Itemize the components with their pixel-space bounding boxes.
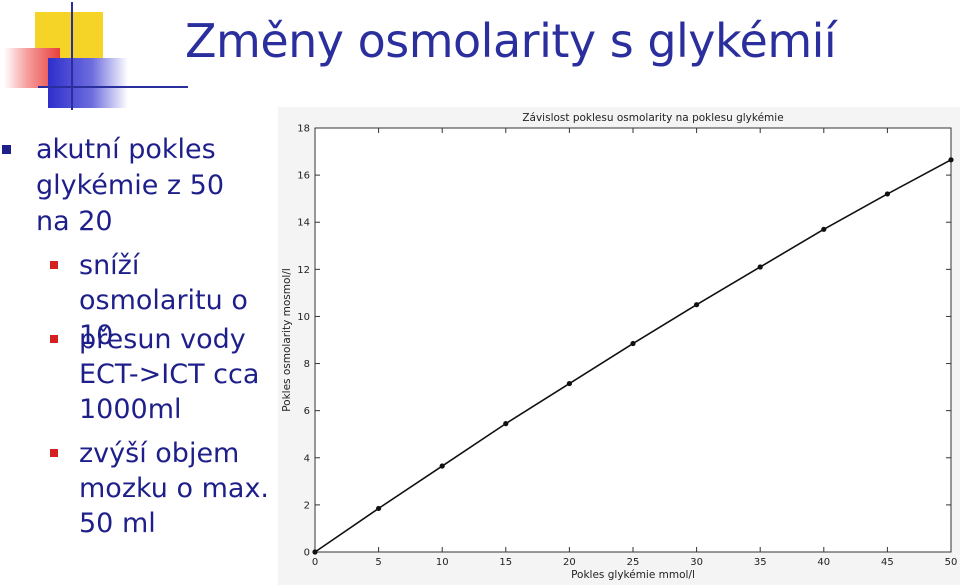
sub-bullet-square-icon [50,261,58,269]
y-axis-label: Pokles osmolarity mosmol/l [281,268,293,412]
sub-bullet-osmolarity: sníží osmolaritu o 10 [0,248,290,353]
line-chart: Závislost poklesu osmolarity na poklesu … [278,107,960,585]
data-point [503,421,509,427]
sub-bullet-text: přesun vody ECT->ICT cca 1000ml [79,324,260,425]
decor-vertical-line [71,2,73,110]
data-point [566,380,572,387]
x-tick-label: 45 [881,557,894,568]
sub-bullet-text: sníží osmolaritu o 10 [79,250,248,351]
plot-area [314,127,952,553]
data-point [312,549,318,555]
x-tick-label: 40 [817,557,830,568]
data-point [694,302,700,308]
x-tick-label: 50 [945,557,958,568]
data-point [376,505,382,512]
sub-bullet-brain-volume: zvýší objem mozku o max. 50 ml [0,436,290,541]
y-tick-label: 2 [304,500,310,511]
x-tick-label: 25 [627,557,640,568]
x-tick-label: 0 [312,557,318,568]
y-tick-label: 12 [297,265,310,276]
bullet-main-text: akutní pokles glykémie z 50 na 20 [36,134,225,237]
y-tick-label: 10 [297,312,310,323]
data-point [884,191,891,197]
y-tick-label: 4 [304,453,310,464]
y-tick-label: 18 [297,124,310,135]
bullet-main: akutní pokles glykémie z 50 na 20 [0,132,265,240]
y-tick-label: 14 [297,218,310,229]
sub-bullet-square-icon [50,335,58,343]
sub-bullet-text: zvýší objem mozku o max. 50 ml [79,438,270,539]
x-axis-label: Pokles glykémie mmol/l [571,569,695,581]
x-tick-label: 15 [499,557,512,568]
data-point [757,264,763,270]
decor-horizontal-line [38,86,188,88]
bullet-square-icon [2,145,11,154]
chart-title: Závislost poklesu osmolarity na poklesu … [522,112,783,124]
y-tick-label: 16 [297,171,310,182]
data-point [630,340,636,347]
x-tick-label: 10 [436,557,449,568]
data-point [948,157,954,163]
slide-title: Změny osmolarity s glykémií [185,14,837,68]
sub-bullet-water-shift: přesun vody ECT->ICT cca 1000ml [0,322,290,427]
x-tick-label: 5 [375,557,381,568]
y-tick-label: 8 [304,359,310,370]
data-point [821,226,827,232]
y-tick-label: 6 [304,406,310,417]
data-point [439,463,445,469]
x-tick-label: 35 [754,557,767,568]
x-tick-label: 20 [563,557,576,568]
y-tick-label: 0 [304,548,310,559]
sub-bullet-square-icon [50,449,58,457]
decor-blue-square [48,58,128,108]
x-tick-label: 30 [690,557,703,568]
